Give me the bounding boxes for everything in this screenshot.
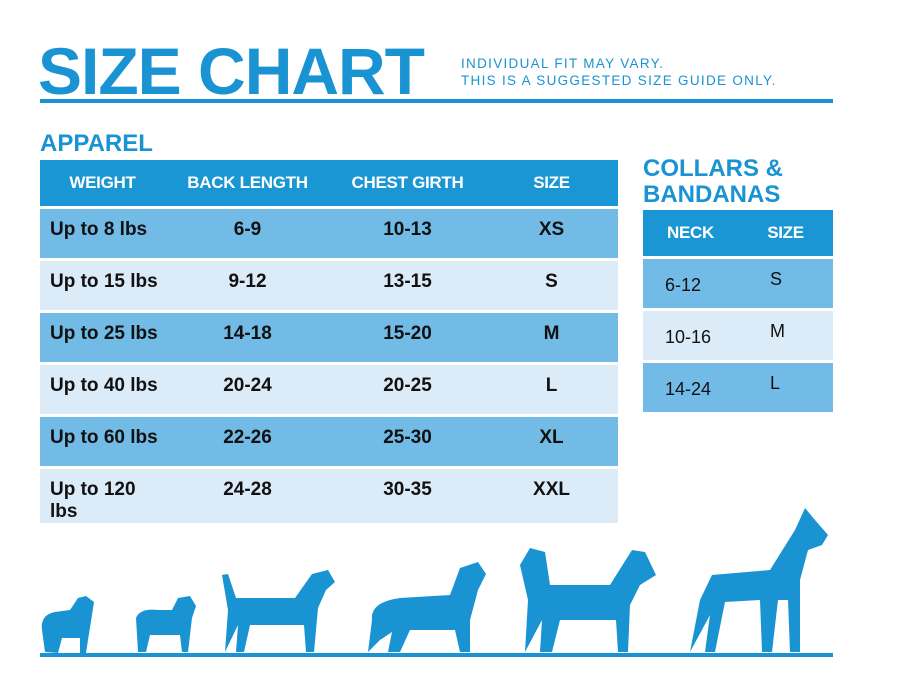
table-cell: L: [738, 363, 833, 412]
table-cell: Up to 60 lbs: [40, 417, 165, 466]
table-row: Up to 40 lbs 20-24 20-25 L: [40, 365, 618, 414]
table-cell: 10-13: [330, 209, 485, 258]
dog-icon-spaniel: [368, 562, 486, 652]
apparel-header-row: WEIGHT BACK LENGTH CHEST GIRTH SIZE: [40, 160, 618, 206]
table-cell: XXL: [485, 469, 618, 523]
dog-icon-husky: [520, 548, 656, 652]
table-cell: 10-16: [643, 311, 738, 360]
table-row: 14-24 L: [643, 363, 833, 412]
table-row: Up to 8 lbs 6-9 10-13 XS: [40, 209, 618, 258]
dog-silhouettes: [41, 508, 828, 653]
table-cell: XL: [485, 417, 618, 466]
table-cell: 14-24: [643, 363, 738, 412]
dog-icon-great-dane: [690, 508, 828, 652]
table-cell: 30-35: [330, 469, 485, 523]
dog-icon-pug: [136, 596, 196, 652]
table-cell: Up to 15 lbs: [40, 261, 165, 310]
table-row: 6-12 S: [643, 259, 833, 308]
table-row: 10-16 M: [643, 311, 833, 360]
ground-line: [40, 653, 833, 657]
title-underline: [40, 99, 833, 103]
collars-header-row: NECK SIZE: [643, 210, 833, 256]
table-cell: XS: [485, 209, 618, 258]
table-cell: Up to 40 lbs: [40, 365, 165, 414]
table-cell: 25-30: [330, 417, 485, 466]
table-cell: 15-20: [330, 313, 485, 362]
column-header: WEIGHT: [40, 160, 165, 206]
table-row: Up to 15 lbs 9-12 13-15 S: [40, 261, 618, 310]
table-cell: Up to 8 lbs: [40, 209, 165, 258]
table-cell: 6-9: [165, 209, 330, 258]
collars-heading: COLLARS & BANDANAS: [643, 156, 783, 208]
apparel-heading: APPAREL: [40, 130, 153, 157]
column-header: NECK: [643, 210, 738, 256]
collars-heading-line2: BANDANAS: [643, 181, 781, 208]
fit-note-line1: INDIVIDUAL FIT MAY VARY.: [461, 56, 665, 71]
table-cell: M: [738, 311, 833, 360]
table-cell: M: [485, 313, 618, 362]
page-title: SIZE CHART: [38, 34, 425, 108]
table-cell: 6-12: [643, 259, 738, 308]
fit-note: INDIVIDUAL FIT MAY VARY. THIS IS A SUGGE…: [461, 55, 777, 89]
table-cell: 9-12: [165, 261, 330, 310]
table-row: Up to 120 lbs 24-28 30-35 XXL: [40, 469, 618, 523]
table-cell: 13-15: [330, 261, 485, 310]
table-cell: Up to 120 lbs: [40, 469, 165, 523]
table-cell: L: [485, 365, 618, 414]
table-row: Up to 60 lbs 22-26 25-30 XL: [40, 417, 618, 466]
dog-icon-beagle: [222, 570, 335, 652]
column-header: SIZE: [738, 210, 833, 256]
table-cell: 24-28: [165, 469, 330, 523]
fit-note-line2: THIS IS A SUGGESTED SIZE GUIDE ONLY.: [461, 73, 777, 88]
table-cell: S: [485, 261, 618, 310]
table-cell: S: [738, 259, 833, 308]
column-header: BACK LENGTH: [165, 160, 330, 206]
column-header: CHEST GIRTH: [330, 160, 485, 206]
table-cell: 22-26: [165, 417, 330, 466]
table-cell: 20-24: [165, 365, 330, 414]
collars-table: NECK SIZE 6-12 S 10-16 M 14-24 L: [643, 207, 833, 415]
table-cell: 20-25: [330, 365, 485, 414]
dog-icon-tiny: [41, 596, 94, 653]
table-cell: 14-18: [165, 313, 330, 362]
collars-heading-line1: COLLARS &: [643, 155, 783, 182]
table-cell: Up to 25 lbs: [40, 313, 165, 362]
column-header: SIZE: [485, 160, 618, 206]
table-row: Up to 25 lbs 14-18 15-20 M: [40, 313, 618, 362]
apparel-table: WEIGHT BACK LENGTH CHEST GIRTH SIZE Up t…: [40, 157, 618, 526]
